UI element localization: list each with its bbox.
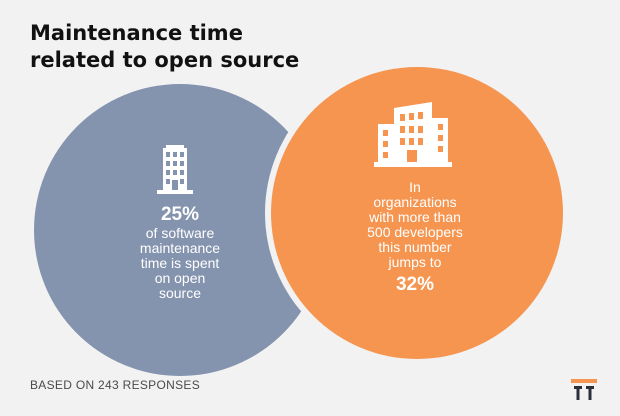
right-percentage: 32% xyxy=(395,274,435,295)
right-desc-line-4: 500 developers xyxy=(367,224,463,240)
chart-title: Maintenance time related to open source xyxy=(30,20,299,74)
right-desc-line-3: with more than xyxy=(369,209,461,225)
responses-footnote: BASED ON 243 RESPONSES xyxy=(30,378,200,392)
left-percentage: 25% xyxy=(160,204,200,225)
brand-logo-icon xyxy=(571,379,597,400)
left-circle-label: 25% of software maintenance time is spen… xyxy=(120,204,240,301)
left-desc-line-1: of software xyxy=(145,225,215,241)
title-line-2: related to open source xyxy=(30,48,300,72)
right-circle xyxy=(271,67,563,359)
title-line-1: Maintenance time xyxy=(30,21,243,45)
left-desc-line-5: source xyxy=(158,285,202,301)
right-desc-line-6: jumps to xyxy=(388,254,442,270)
building-icon xyxy=(157,145,193,194)
left-circle xyxy=(34,84,326,376)
right-circle-label: In organizations with more than 500 deve… xyxy=(335,180,495,296)
left-desc-line-4: on open xyxy=(154,270,206,286)
office-building-icon xyxy=(374,102,452,167)
left-desc-line-2: maintenance xyxy=(139,240,221,256)
right-desc-line-5: this number xyxy=(378,239,452,255)
right-desc-line-1: In xyxy=(409,179,421,195)
right-desc-line-2: organizations xyxy=(373,194,457,210)
left-desc-line-3: time is spent xyxy=(140,255,220,271)
